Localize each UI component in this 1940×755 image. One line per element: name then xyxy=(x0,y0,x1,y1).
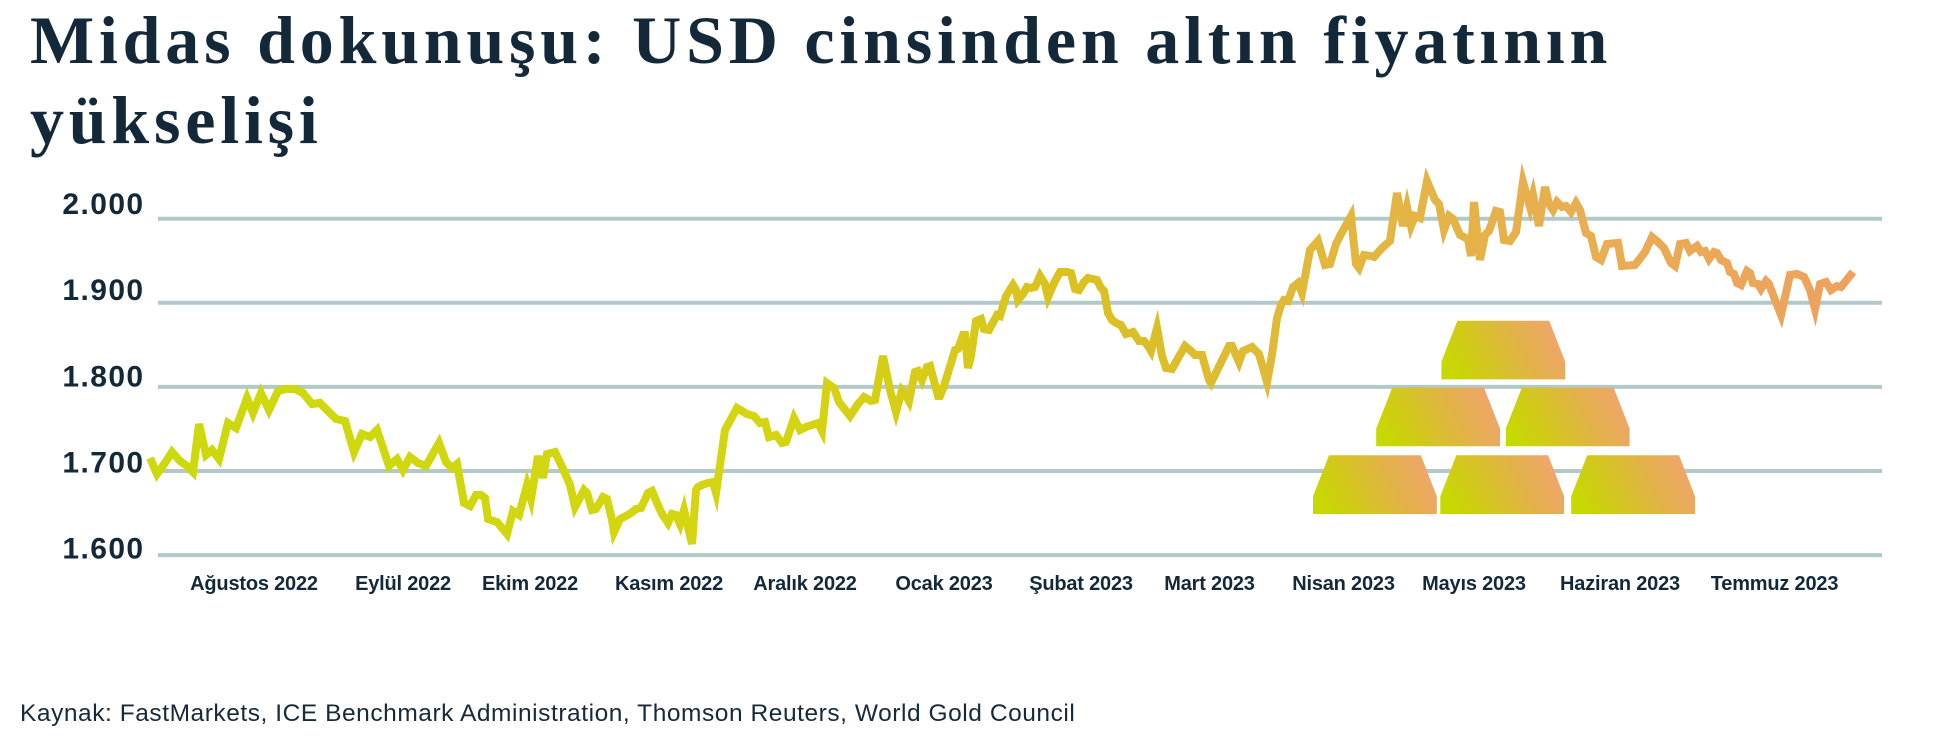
svg-text:Nisan 2023: Nisan 2023 xyxy=(1292,573,1395,595)
svg-text:Mart 2023: Mart 2023 xyxy=(1164,573,1255,595)
svg-text:Ekim 2022: Ekim 2022 xyxy=(482,573,578,595)
svg-text:Ocak 2023: Ocak 2023 xyxy=(895,573,992,595)
svg-text:Kasım 2022: Kasım 2022 xyxy=(615,573,723,595)
svg-text:1.700: 1.700 xyxy=(62,446,144,479)
svg-text:Eylül 2022: Eylül 2022 xyxy=(355,573,451,595)
svg-text:2.000: 2.000 xyxy=(62,188,144,221)
svg-text:1.800: 1.800 xyxy=(62,360,144,393)
svg-text:Ağustos 2022: Ağustos 2022 xyxy=(190,573,318,595)
svg-text:Şubat 2023: Şubat 2023 xyxy=(1029,573,1133,595)
svg-text:Aralık 2022: Aralık 2022 xyxy=(753,573,857,595)
svg-text:Haziran 2023: Haziran 2023 xyxy=(1560,573,1680,595)
svg-text:Temmuz 2023: Temmuz 2023 xyxy=(1711,573,1839,595)
svg-text:1.600: 1.600 xyxy=(62,533,144,566)
svg-text:Mayıs 2023: Mayıs 2023 xyxy=(1422,573,1526,595)
svg-text:1.900: 1.900 xyxy=(62,274,144,307)
